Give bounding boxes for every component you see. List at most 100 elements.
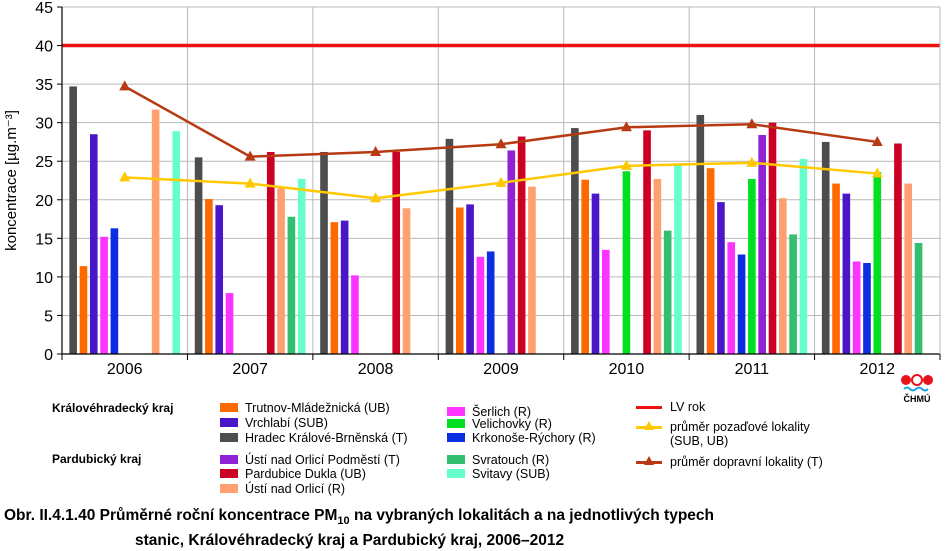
line-marker [244, 150, 256, 161]
line-marker [370, 192, 382, 203]
chmu-logo: ČHMÚ [898, 372, 936, 406]
legend-swatch [447, 455, 465, 464]
x-tick-label: 2010 [609, 361, 645, 378]
legend-item: Ústí nad Orlicí (R) [220, 481, 345, 496]
line-marker [119, 80, 131, 91]
legend-item: Trutnov-Mládežnická (UB) [220, 400, 390, 415]
bar [215, 205, 224, 354]
y-tick-label: 15 [35, 231, 53, 248]
bar [748, 178, 756, 354]
y-tick-label: 40 [35, 39, 53, 56]
legend-item: Krkonoše-Rýchory (R) [447, 430, 596, 445]
bar [696, 114, 705, 354]
y-tick-label: 20 [35, 193, 53, 210]
chmu-logo-mark [901, 374, 933, 392]
legend-item-background-avg: průměr pozaďové lokality [636, 419, 810, 434]
bar [402, 208, 411, 354]
figure-caption: Obr. II.4.1.40 Průměrné roční koncentrac… [4, 506, 714, 551]
bar [914, 242, 923, 354]
bar [69, 86, 77, 355]
bar [737, 254, 746, 354]
bar [466, 204, 474, 354]
line-marker [746, 118, 758, 129]
bar [663, 230, 672, 354]
legend-line-swatch [636, 401, 662, 413]
bar [351, 275, 359, 354]
legend-swatch [220, 455, 238, 464]
legend-group-hradec: Královéhradecký kraj [52, 401, 174, 415]
legend-swatch [447, 433, 465, 442]
bar [904, 183, 913, 354]
y-tick-label: 45 [35, 0, 53, 17]
bar [758, 135, 766, 354]
legend-item: Svitavy (SUB) [447, 466, 550, 481]
bar [100, 236, 108, 354]
bar [894, 143, 902, 354]
y-tick-labels: 0 5 10 15 20 25 30 35 40 45 [35, 0, 53, 364]
y-tick-label: 30 [35, 116, 53, 133]
y-tick-label: 25 [35, 154, 53, 171]
logo-text: ČHMÚ [903, 394, 931, 404]
bar [266, 151, 275, 354]
x-tick-label: 2007 [232, 361, 268, 378]
bar [455, 207, 464, 354]
x-tick-label: 2011 [735, 361, 770, 378]
legend-swatch [220, 418, 238, 427]
bar [832, 183, 840, 354]
x-tick-label: 2009 [483, 361, 519, 378]
bar [727, 242, 736, 354]
caption-line-2: stanic, Královéhradecký kraj a Pardubick… [135, 532, 565, 550]
bar [79, 266, 88, 354]
legend-item: Vrchlabí (SUB) [220, 415, 328, 430]
bar [799, 158, 808, 354]
legend-item-traffic-avg: průměr dopravní lokality (T) [636, 454, 823, 469]
legend-swatch [447, 407, 465, 416]
legend-item: Šerlich (R) [447, 404, 531, 419]
legend-line-swatch [636, 455, 662, 468]
bar [517, 136, 526, 354]
bar [863, 263, 871, 354]
bar [821, 141, 830, 354]
y-tick-label: 0 [44, 347, 53, 364]
bar [320, 151, 328, 354]
caption-line-1: Obr. II.4.1.40 Průměrné roční koncentrac… [4, 507, 715, 528]
bar [591, 193, 600, 354]
bar [717, 202, 725, 354]
bar [507, 150, 516, 354]
line-marker [495, 138, 507, 149]
bar [768, 122, 777, 355]
bar [778, 198, 787, 354]
legend-swatch [220, 469, 238, 478]
bar [225, 293, 234, 354]
bar [151, 109, 160, 355]
bar [340, 220, 349, 354]
bar [842, 193, 851, 354]
bars [69, 86, 923, 355]
axes [57, 6, 941, 360]
legend-group-pardubice: Pardubický kraj [52, 452, 142, 466]
x-tick-label: 2008 [358, 361, 394, 378]
bar [277, 188, 285, 354]
line-marker [871, 167, 883, 178]
bar [601, 249, 610, 354]
bar [476, 256, 485, 354]
bar [674, 163, 682, 354]
legend-item: Hradec Králové-Brněnská (T) [220, 430, 408, 445]
bar [330, 222, 339, 354]
line-marker [495, 176, 507, 187]
legend-item: Pardubice Dukla (UB) [220, 466, 366, 481]
x-tick-label: 2006 [107, 361, 143, 378]
legend: Královéhradecký kraj Pardubický kraj Tru… [0, 395, 950, 500]
legend-item-lv-rok: LV rok [636, 399, 705, 414]
bar [571, 128, 579, 354]
legend-item-background-avg-sub: (SUB, UB) [670, 433, 729, 448]
bar [873, 172, 882, 354]
bar [110, 228, 119, 354]
bar [581, 179, 589, 354]
bar [789, 234, 797, 354]
bar [528, 186, 536, 354]
line-marker [119, 171, 131, 182]
legend-swatch [220, 403, 238, 412]
bar [392, 151, 401, 354]
legend-swatch [447, 469, 465, 478]
